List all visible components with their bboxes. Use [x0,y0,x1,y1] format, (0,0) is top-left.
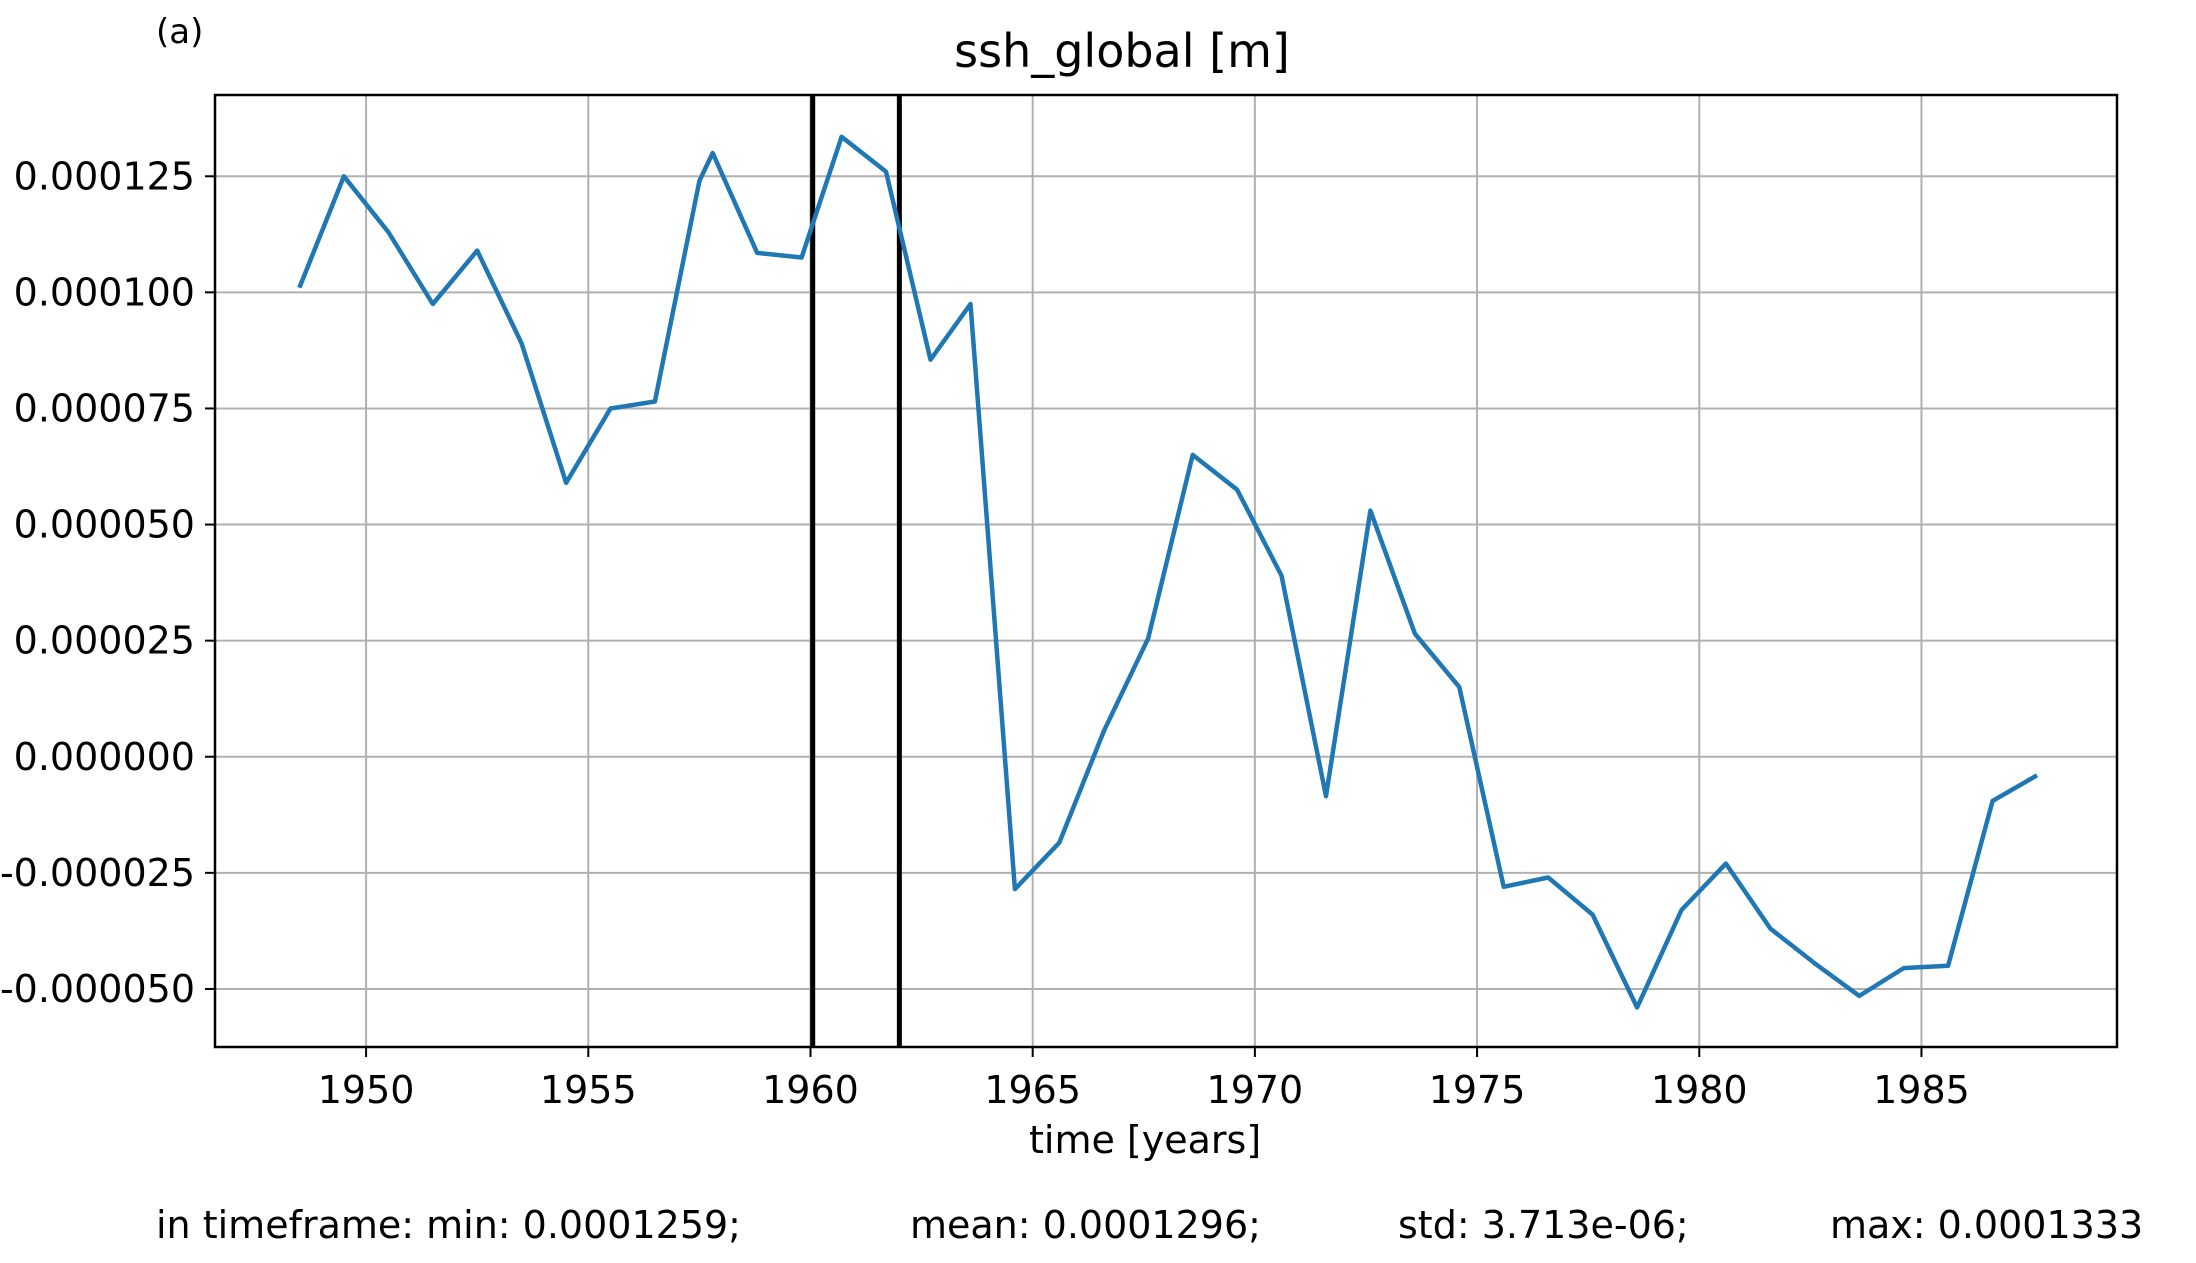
x-tick-label: 1955 [540,1068,637,1112]
x-axis: 1950 1955 1960 1965 1970 1975 1980 1985 [318,1047,1970,1112]
x-tick-label: 1980 [1651,1068,1748,1112]
chart-title-wrap: ssh_global [m] [0,24,2196,78]
x-tick-label: 1950 [318,1068,415,1112]
x-tick-label: 1970 [1207,1068,1304,1112]
vertical-marker-lines [810,95,902,1047]
x-tick-label: 1985 [1873,1068,1970,1112]
y-tick-label: 0.000075 [14,386,195,430]
y-tick-label: -0.000025 [0,851,195,895]
series-group [297,134,2039,1010]
x-tick-label: 1965 [984,1068,1081,1112]
y-tick-label: 0.000050 [14,503,195,547]
stat-min: in timeframe: min: 0.0001259; [156,1203,741,1247]
stat-std: std: 3.713e-06; [1398,1203,1689,1247]
series-line [297,134,2039,1010]
y-tick-label: 0.000125 [14,154,195,198]
x-tick-label: 1960 [762,1068,859,1112]
y-tick-label: 0.000100 [14,270,195,314]
panel-label: (a) [156,12,204,52]
stat-max: max: 0.0001333 [1830,1203,2144,1247]
x-tick-label: 1975 [1429,1068,1526,1112]
grid [215,95,2117,1047]
y-tick-label: 0.000000 [14,735,195,779]
y-axis: -0.000050 -0.000025 0.000000 0.000025 0.0000… [0,154,215,1011]
stat-mean: mean: 0.0001296; [910,1203,1261,1247]
x-axis-label: time [years] [1029,1118,1262,1162]
chart-title: ssh_global [m] [954,24,1290,78]
plot-frame [213,93,2119,1049]
y-tick-label: 0.000025 [14,619,195,663]
y-tick-label: -0.000050 [0,967,195,1011]
